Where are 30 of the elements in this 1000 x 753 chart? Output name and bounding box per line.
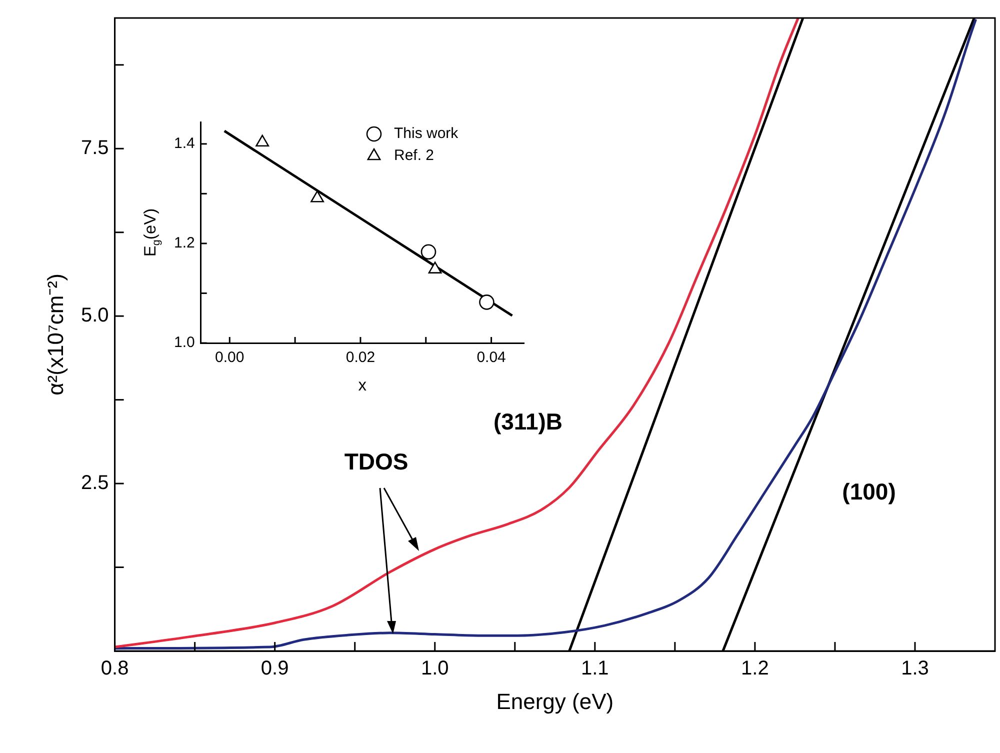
x-tick-label: 1.0 xyxy=(420,658,449,680)
point xyxy=(256,134,270,147)
x-axis-title: Energy (eV) xyxy=(496,689,614,714)
point xyxy=(428,262,442,274)
x-tick-label: 1.2 xyxy=(741,658,769,680)
y-tick-label: 1.2 xyxy=(174,234,195,252)
y-tick-label: 2.5 xyxy=(80,472,109,494)
x-tick-label: 0.9 xyxy=(260,658,289,680)
line-series xyxy=(114,18,800,648)
legend-label: Ref. 2 xyxy=(394,147,434,164)
point xyxy=(310,190,324,202)
y-axis-title: α²(x10⁷cm⁻²) xyxy=(42,274,68,396)
x-tick-label: 1.1 xyxy=(581,658,609,680)
annotation: (311)B xyxy=(493,408,563,434)
y-axis-title: Eg(eV) xyxy=(141,208,163,257)
x-axis-title: x xyxy=(358,376,368,395)
y-tick-label: 1.4 xyxy=(174,135,195,152)
legend-label: This work xyxy=(394,125,459,142)
annotation: TDOS xyxy=(344,448,408,474)
y-tick-label: 5.0 xyxy=(80,304,109,327)
annotation: (100) xyxy=(842,478,896,504)
x-tick-label: 0.8 xyxy=(100,658,129,680)
point xyxy=(420,244,436,260)
point xyxy=(479,294,494,310)
x-tick-label: 0.02 xyxy=(346,349,376,366)
x-tick-label: 1.3 xyxy=(901,658,929,680)
y-tick-label: 7.5 xyxy=(80,137,109,160)
y-tick-label: 1.0 xyxy=(174,334,195,352)
x-tick-label: 0.00 xyxy=(215,349,244,366)
x-tick-label: 0.04 xyxy=(476,349,506,366)
